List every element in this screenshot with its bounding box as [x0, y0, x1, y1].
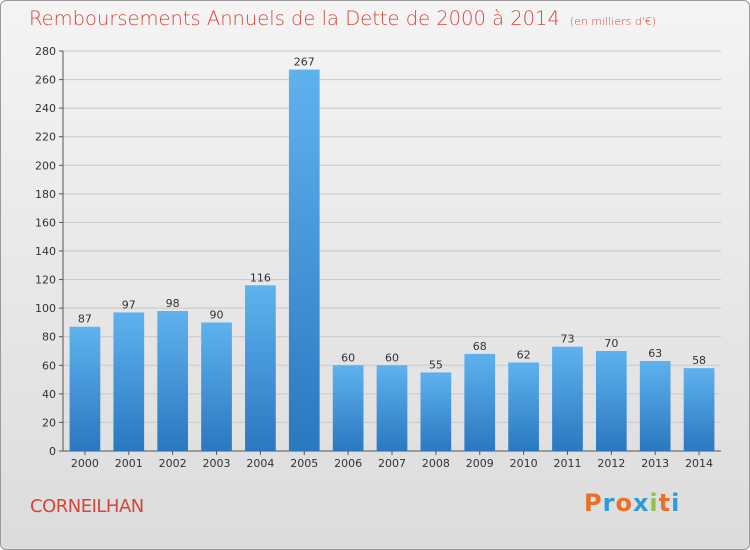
y-tick-label: 20 — [42, 416, 56, 429]
y-tick-label: 80 — [42, 331, 56, 344]
labels: 87 97 98 90 116 267 60 60 55 68 62 73 70 63 58 — [78, 56, 706, 372]
bar-value-label: 87 — [78, 313, 92, 326]
x-tick-label: 2012 — [597, 457, 625, 470]
x-tick-label: 2002 — [159, 457, 187, 470]
y-tick-label: 260 — [35, 74, 56, 87]
bar — [332, 365, 364, 451]
y-tick-label: 120 — [35, 274, 56, 287]
bar-value-label: 98 — [166, 297, 180, 310]
y-tick-label: 200 — [35, 159, 56, 172]
bar — [464, 353, 496, 451]
bar — [683, 368, 715, 451]
chart-title: Remboursements Annuels de la Dette de 20… — [29, 7, 656, 30]
bar-value-label: 58 — [692, 354, 706, 367]
bar — [508, 362, 539, 451]
bar-value-label: 97 — [122, 298, 136, 311]
bar-value-label: 68 — [473, 340, 487, 353]
bar — [639, 361, 671, 451]
chart-title-text: Remboursements Annuels de la Dette de 20… — [29, 7, 560, 30]
x-tick-label: 2014 — [685, 457, 713, 470]
bar — [552, 346, 583, 451]
proxiti-logo: Proxiti — [584, 489, 680, 523]
bar-value-label: 63 — [648, 347, 662, 360]
logo-letter: P — [584, 489, 603, 517]
bar-value-label: 267 — [294, 56, 315, 69]
y-tick-label: 240 — [35, 102, 56, 115]
y-tick-label: 140 — [35, 245, 56, 258]
chart-subtitle: (en milliers d'€) — [569, 15, 657, 28]
bars — [69, 69, 715, 452]
bar — [113, 312, 145, 451]
y-tick-label: 220 — [35, 131, 56, 144]
x-tick-label: 2005 — [290, 457, 318, 470]
bar-value-label: 62 — [517, 348, 531, 361]
y-tick-label: 180 — [35, 188, 56, 201]
bar — [376, 365, 408, 451]
logo-letter: x — [632, 489, 650, 517]
bar-value-label: 60 — [341, 351, 355, 364]
place-name: CORNEILHAN — [30, 496, 144, 517]
x-tick-label: 2003 — [203, 457, 231, 470]
bar — [595, 351, 627, 451]
bar-value-label: 70 — [604, 337, 618, 350]
x-tick-label: 2010 — [510, 457, 538, 470]
bar-value-label: 60 — [385, 351, 399, 364]
logo-letter: r — [602, 489, 616, 517]
logo-letter: i — [649, 489, 659, 517]
y-tick-label: 280 — [35, 45, 56, 58]
bar — [288, 69, 320, 452]
axes: 0 20 40 60 80 100 120 140 160 180 200 220 240 260 280 2… — [35, 45, 721, 470]
x-tick-label: 2006 — [334, 457, 362, 470]
bar — [69, 326, 101, 451]
x-tick-label: 2000 — [71, 457, 99, 470]
bar-value-label: 73 — [560, 333, 574, 346]
logo-letter: o — [615, 489, 633, 517]
bar — [201, 322, 232, 451]
x-tick-label: 2008 — [422, 457, 450, 470]
logo-letter: t — [658, 489, 672, 517]
y-tick-label: 0 — [49, 445, 56, 458]
x-tick-label: 2011 — [553, 457, 581, 470]
x-tick-label: 2001 — [115, 457, 143, 470]
bar-value-label: 55 — [429, 358, 443, 371]
bar-value-label: 116 — [250, 271, 271, 284]
logo-letter: i — [671, 489, 681, 517]
y-tick-label: 40 — [42, 388, 56, 401]
x-tick-label: 2009 — [466, 457, 494, 470]
bar-value-label: 90 — [210, 308, 224, 321]
y-tick-label: 60 — [42, 359, 56, 372]
y-tick-label: 100 — [35, 302, 56, 315]
x-tick-label: 2013 — [641, 457, 669, 470]
y-tick-label: 160 — [35, 216, 56, 229]
bar — [420, 372, 452, 451]
x-tick-label: 2007 — [378, 457, 406, 470]
x-tick-label: 2004 — [246, 457, 274, 470]
bar — [245, 285, 276, 451]
bar — [157, 311, 189, 451]
